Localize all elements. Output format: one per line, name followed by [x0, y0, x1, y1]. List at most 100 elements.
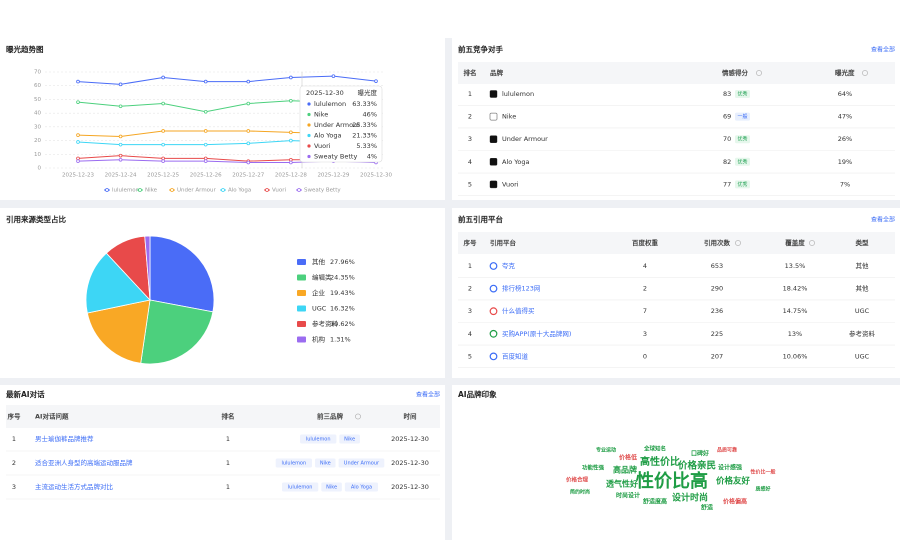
y-tick-label: 50 — [34, 97, 41, 103]
index: 3 — [12, 483, 16, 491]
data-point — [331, 74, 336, 78]
tooltip-value: 63.33% — [352, 100, 377, 108]
exposure: 7% — [840, 180, 850, 188]
legend-swatch — [297, 336, 306, 343]
impression-word: 设计时尚 — [672, 492, 708, 504]
data-point — [161, 75, 165, 80]
top-strip — [0, 0, 900, 38]
cell: 225 — [711, 330, 723, 338]
cell: 14.75% — [783, 307, 808, 315]
data-point — [76, 133, 80, 137]
tooltip-dot — [307, 102, 311, 106]
view-all-link[interactable]: 查看全部 — [416, 391, 440, 399]
brand-tag — [275, 458, 312, 468]
data-point — [118, 104, 123, 109]
impression-word: 价格合理 — [566, 476, 589, 484]
column-header: 覆盖度 — [785, 238, 805, 247]
brand-name: Under Armour — [502, 135, 548, 143]
index: 1 — [12, 435, 16, 443]
index: 2 — [12, 459, 16, 467]
info-icon — [355, 413, 361, 420]
data-point — [76, 159, 80, 163]
legend-label: Alo Yoga — [228, 188, 251, 194]
info-icon — [862, 70, 868, 76]
platform-name[interactable]: 百度知道 — [502, 351, 529, 360]
question[interactable]: 适合亚洲人身型的高端运动服品牌 — [35, 458, 133, 467]
info-icon — [735, 240, 741, 246]
impression-word: 性价比高 — [636, 470, 708, 492]
x-tick-label: 2025-12-23 — [62, 173, 94, 179]
impression-word: 品质可靠 — [717, 447, 737, 454]
platform-name[interactable]: 买购APP(原十大品牌网) — [502, 329, 571, 338]
table-header — [6, 405, 440, 428]
column-header: AI对话问题 — [35, 412, 69, 421]
legend-swatch — [297, 290, 306, 296]
legend-swatch — [297, 305, 306, 312]
tooltip-dot — [307, 112, 311, 117]
sentiment-score: 77 — [723, 180, 731, 188]
exposure: 19% — [838, 158, 852, 166]
legend-swatch — [297, 259, 306, 265]
impression-word: 舒适 — [701, 504, 713, 512]
legend-swatch — [297, 274, 306, 281]
sentiment-badge — [735, 90, 750, 98]
tooltip-name: Nike — [314, 111, 328, 119]
tooltip-value: 25.33% — [352, 121, 377, 129]
data-point — [203, 109, 208, 114]
info-icon — [809, 240, 815, 246]
data-point — [118, 157, 123, 162]
column-header: 时间 — [404, 412, 418, 421]
tooltip-dot — [307, 123, 311, 127]
brand-name: lululemon — [502, 90, 534, 98]
data-point — [246, 160, 251, 165]
rank: 5 — [468, 180, 472, 188]
impression-word: 性价比一般 — [749, 469, 776, 476]
y-tick-label: 30 — [34, 124, 41, 130]
sentiment-badge — [735, 112, 750, 121]
brand-tag-label: lululemon — [281, 461, 306, 467]
sentiment-score: 83 — [723, 90, 731, 98]
brand-name: Nike — [502, 113, 516, 121]
platform-name[interactable]: 夸克 — [502, 261, 516, 270]
data-point — [203, 79, 208, 84]
column-header: 情感得分 — [722, 68, 749, 77]
question[interactable]: 男士瑜伽裤品牌推荐 — [35, 434, 94, 443]
sentiment-badge — [735, 157, 750, 166]
legend-label: 企业 — [312, 288, 326, 297]
impression-word: 透气性好 — [606, 479, 638, 489]
rank: 1 — [226, 459, 230, 467]
data-point — [374, 79, 378, 83]
platform-name[interactable]: 什么值得买 — [502, 306, 535, 315]
question[interactable]: 主流运动生活方式品牌对比 — [35, 482, 114, 491]
view-all-link[interactable]: 查看全部 — [871, 216, 895, 224]
view-all-link[interactable]: 查看全部 — [871, 46, 895, 54]
time: 2025-12-30 — [391, 459, 429, 467]
x-tick-label: 2025-12-24 — [105, 173, 137, 179]
impression-word: 口碑好 — [691, 450, 709, 458]
brand-tag — [281, 482, 319, 492]
rank: 1 — [468, 90, 472, 98]
impression-word: 舒适度高 — [643, 498, 667, 506]
cell: UGC — [855, 307, 870, 315]
brand-logo — [489, 90, 498, 98]
legend-value: 1.31% — [330, 336, 351, 344]
index: 3 — [468, 307, 472, 315]
platform-name[interactable]: 排行榜123网 — [502, 284, 540, 293]
data-point — [289, 138, 293, 143]
data-point — [118, 134, 123, 139]
impression-word: 高品牌 — [613, 465, 637, 475]
cell: 13.5% — [785, 262, 806, 270]
data-point — [289, 130, 293, 135]
column-header: 类型 — [856, 238, 870, 247]
legend-label: UGC — [312, 305, 327, 313]
column-header: 排名 — [464, 68, 477, 77]
impression-word: 价格低 — [619, 454, 637, 462]
exposure: 47% — [838, 113, 852, 121]
platform-icon — [489, 307, 498, 316]
data-point — [289, 75, 293, 80]
panel — [452, 385, 900, 540]
brand-name: Vuori — [502, 180, 519, 188]
x-tick-label: 2025-12-27 — [232, 173, 264, 179]
table-header — [458, 62, 895, 84]
data-point — [161, 159, 165, 163]
